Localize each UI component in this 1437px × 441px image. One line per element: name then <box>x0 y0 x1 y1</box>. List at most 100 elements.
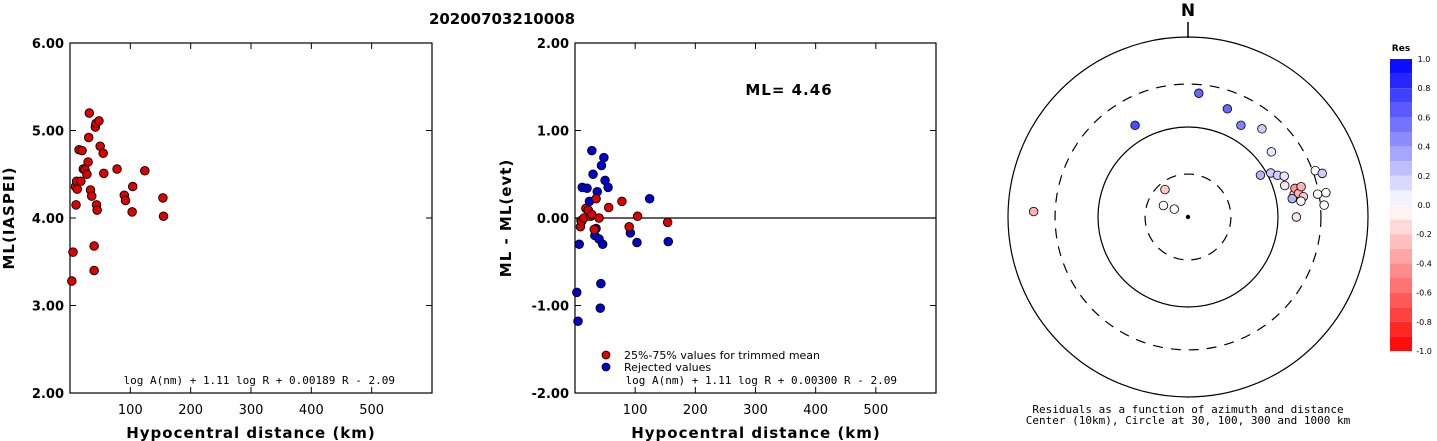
colorbar-segment <box>1390 321 1412 337</box>
station-residual-point <box>1321 187 1331 198</box>
colorbar-segment <box>1390 88 1412 103</box>
data-point <box>76 176 86 186</box>
data-point <box>98 148 108 158</box>
legend-label-trimmed: 25%-75% values for trimmed mean <box>624 349 820 362</box>
colorbar-segment <box>1390 234 1412 249</box>
station-residual-point <box>1169 204 1179 214</box>
data-point <box>82 169 92 179</box>
data-point <box>83 132 94 143</box>
y-tick-label: 0.00 <box>537 212 569 227</box>
trimmed-point <box>662 217 673 228</box>
colorbar-tick-label: -0.4 <box>1416 259 1432 268</box>
colorbar-tick-label: 1.0 <box>1418 55 1431 64</box>
data-point <box>140 165 150 176</box>
data-point <box>99 168 109 179</box>
x-tick-label: 500 <box>863 403 888 418</box>
data-point <box>92 205 102 215</box>
station-residual-point <box>1158 200 1169 211</box>
trimmed-point <box>632 211 643 221</box>
y-tick-label: 4.00 <box>32 212 64 227</box>
x-tick-label: 300 <box>239 403 264 418</box>
ml-annotation: ML= 4.46 <box>745 81 832 99</box>
data-point <box>86 191 97 201</box>
colorbar-segment <box>1390 175 1412 191</box>
plot1-x-axis-label: Hypocentral distance (km) <box>126 424 376 441</box>
x-tick-label: 300 <box>743 403 768 418</box>
distance-circle <box>1097 126 1279 308</box>
trimmed-point <box>589 224 600 235</box>
data-point <box>72 184 82 194</box>
colorbar-segment <box>1390 248 1412 264</box>
y-tick-label: 1.00 <box>537 125 569 140</box>
station-residual-point <box>1194 88 1204 98</box>
rejected-point <box>596 160 607 171</box>
colorbar-tick-label: 0.2 <box>1418 172 1431 181</box>
colorbar-tick-label: 0.6 <box>1418 113 1431 122</box>
azimuth-residual-map: N Residuals as a function of azimuth and… <box>1007 1 1432 427</box>
station-residual-point <box>1236 120 1246 131</box>
data-point <box>89 265 99 276</box>
colorbar-tick-label: -1.0 <box>1416 347 1432 356</box>
trimmed-point <box>617 196 627 207</box>
legend-marker-trimmed <box>601 350 611 360</box>
residual-vs-distance-plot: ML= 4.46 25%-75% values for trimmed mean… <box>497 37 937 441</box>
data-point <box>112 164 122 174</box>
data-point <box>84 108 95 118</box>
legend-marker-rejected <box>601 362 611 372</box>
colorbar-segment <box>1390 190 1412 205</box>
colorbar-segment <box>1390 205 1412 220</box>
colorbar-segment <box>1390 132 1412 147</box>
map-caption-line1: Residuals as a function of azimuth and d… <box>1032 403 1343 416</box>
data-point <box>71 200 81 210</box>
plot2-formula: log A(nm) + 1.11 log R + 0.00300 R - 2.0… <box>625 374 897 387</box>
colorbar-segment <box>1390 117 1412 132</box>
epicenter-marker <box>1185 214 1191 220</box>
rejected-point <box>644 193 655 204</box>
station-residual-point <box>1222 104 1233 114</box>
rejected-point <box>572 287 582 298</box>
station-residual-point <box>1255 170 1266 180</box>
rejected-point <box>573 316 583 327</box>
ml-vs-distance-plot: log A(nm) + 1.11 log R + 0.00189 R - 2.0… <box>0 37 433 441</box>
north-label: N <box>1181 1 1195 21</box>
map-caption-line2: Center (10km), Circle at 30, 100, 300 an… <box>1026 414 1351 427</box>
trimmed-point <box>591 193 601 204</box>
x-tick-label: 100 <box>118 403 143 418</box>
colorbar-tick-label: -0.2 <box>1416 230 1432 239</box>
y-tick-label: 6.00 <box>32 37 64 52</box>
data-point <box>120 195 131 206</box>
plot1-frame <box>69 42 433 394</box>
rejected-point <box>574 239 584 249</box>
colorbar-segment <box>1390 278 1412 293</box>
data-point <box>89 241 99 251</box>
colorbar-tick-label: 0.8 <box>1418 84 1431 93</box>
colorbar-segment <box>1390 59 1412 74</box>
station-residual-point <box>1312 189 1323 199</box>
station-residual-point <box>1130 120 1140 131</box>
x-tick-label: 500 <box>359 403 384 418</box>
x-tick-label: 400 <box>299 403 324 418</box>
rejected-point <box>587 145 597 156</box>
y-tick-label: 5.00 <box>32 125 64 140</box>
legend-label-rejected: Rejected values <box>624 361 711 374</box>
distance-circle <box>1144 173 1232 261</box>
station-residual-point <box>1280 180 1290 191</box>
x-tick-label: 200 <box>178 403 203 418</box>
colorbar-segment <box>1390 73 1412 89</box>
colorbar-segment <box>1390 336 1412 351</box>
station-residual-point <box>1317 168 1327 179</box>
distance-circle <box>1007 36 1369 398</box>
station-residual-point <box>1257 124 1267 134</box>
rejected-point <box>632 237 642 248</box>
colorbar-segment <box>1390 263 1412 278</box>
station-residual-point <box>1296 196 1306 206</box>
colorbar-tick-label: -0.8 <box>1416 318 1432 327</box>
data-point <box>77 145 87 156</box>
data-point <box>68 247 78 257</box>
y-tick-label: -2.00 <box>532 387 569 402</box>
plot2-x-axis-label: Hypocentral distance (km) <box>631 424 881 441</box>
rejected-point <box>596 278 606 289</box>
y-tick-label: -1.00 <box>532 300 569 315</box>
colorbar-segment <box>1390 161 1412 176</box>
rejected-point <box>582 183 592 193</box>
